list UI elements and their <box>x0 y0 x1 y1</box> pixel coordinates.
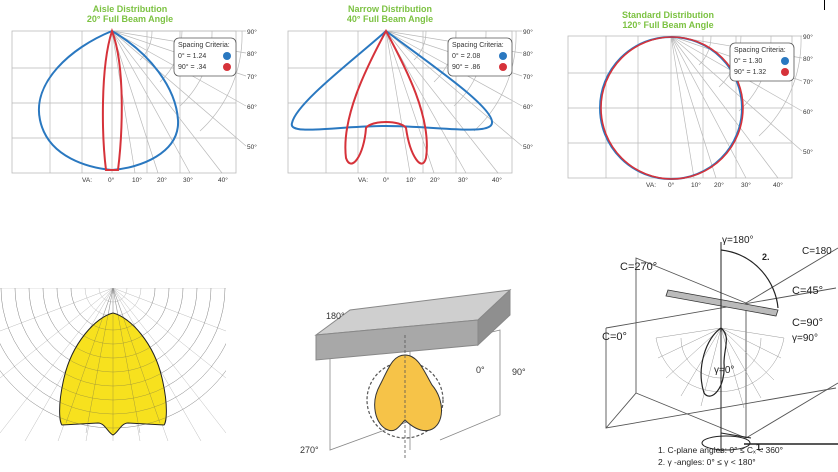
red-distribution-curve <box>101 28 123 171</box>
luminaire-bar <box>665 289 779 317</box>
right-label: 50° <box>803 148 813 156</box>
polar-candela-plot <box>0 283 226 441</box>
bottom-label: 40° <box>773 181 783 189</box>
bottom-label: VA: <box>82 177 92 184</box>
c-arrow <box>720 432 752 439</box>
bottom-label: 0° <box>383 176 390 184</box>
label-gamma-180: γ=180° <box>722 235 754 246</box>
bottom-label: 0° <box>108 176 115 184</box>
panel-3-heading: Standard Distribution 120° Full Beam Ang… <box>578 10 758 30</box>
luminaire-diagram: 180° 0° 90° 270° <box>300 288 526 460</box>
red-distribution-curve <box>344 28 428 165</box>
legend-item-90: 90° = .34 <box>178 63 206 71</box>
label-0: 0° <box>476 365 485 375</box>
right-label: 90° <box>247 28 257 36</box>
right-label: 80° <box>247 50 257 58</box>
aisle-distribution-chart: Spacing Criteria: 0° = 1.24 90° = .34 90… <box>11 28 257 184</box>
panel-2-subtitle: 40° Full Beam Angle <box>346 14 434 24</box>
label-c90: C=90° <box>792 317 823 329</box>
c-plane-diagram: γ=180° C=180 C=270° C=45° C=0° C=90° γ=9… <box>602 235 838 467</box>
label-c270: C=270° <box>620 261 657 273</box>
blue-distribution-curve <box>290 29 493 131</box>
legend-box: Spacing Criteria: 0° = 1.24 90° = .34 <box>173 37 237 77</box>
right-label: 90° <box>803 33 813 41</box>
narrow-distribution-chart: Spacing Criteria: 0° = 2.08 90° = .86 90… <box>287 28 533 184</box>
right-label: 50° <box>523 143 533 151</box>
grid-fan <box>655 327 785 413</box>
right-label: 80° <box>803 55 813 63</box>
legend-swatch-blue <box>223 52 231 60</box>
legend-item-90: 90° = .86 <box>452 63 480 71</box>
label-c180: C=180 <box>802 246 832 257</box>
label-c0: C=0° <box>602 331 627 343</box>
c-plane-ring <box>701 435 751 451</box>
legend-item-0: 0° = 1.24 <box>178 52 206 60</box>
legend-title: Spacing Criteria: <box>178 42 230 49</box>
legend-box: Spacing Criteria: 0° = 2.08 90° = .86 <box>447 37 513 77</box>
right-label: 60° <box>803 108 813 116</box>
corner-tick <box>824 0 825 10</box>
bottom-label: 30° <box>183 176 193 184</box>
bottom-label: VA: <box>646 182 656 189</box>
bottom-label: VA: <box>358 177 368 184</box>
legend-item-90: 90° = 1.32 <box>734 68 766 76</box>
right-label: 50° <box>247 143 257 151</box>
bottom-label: 30° <box>458 176 468 184</box>
legend-swatch-blue <box>781 57 789 65</box>
red-distribution-curve <box>600 36 744 180</box>
right-label: 70° <box>247 73 257 81</box>
right-label: 60° <box>523 103 533 111</box>
legend-title: Spacing Criteria: <box>452 42 504 49</box>
legend-item-0: 0° = 1.30 <box>734 57 762 65</box>
panel-2-heading: Narrow Distribution 40° Full Beam Angle <box>300 4 480 24</box>
panel-3-subtitle: 120° Full Beam Angle <box>622 20 714 30</box>
legend-title: Spacing Criteria: <box>734 47 786 54</box>
label-90: 90° <box>512 367 526 377</box>
bottom-label: 40° <box>218 176 228 184</box>
label-180: 180° <box>326 311 345 321</box>
legend-swatch-blue <box>499 52 507 60</box>
bottom-label: 20° <box>157 176 167 184</box>
candela-grid-overlay <box>0 283 226 434</box>
panel-1-subtitle: 20° Full Beam Angle <box>86 14 174 24</box>
label-270: 270° <box>300 445 319 455</box>
right-label: 70° <box>523 73 533 81</box>
top-mask <box>0 283 226 288</box>
box-side <box>477 288 511 347</box>
label-1: 1. <box>756 442 764 452</box>
bottom-label: 30° <box>741 181 751 189</box>
distribution-curve <box>700 327 727 397</box>
bottom-label: 10° <box>406 176 416 184</box>
panel-1-title: Aisle Distribution <box>92 4 168 14</box>
legend-swatch-red <box>499 63 507 71</box>
legend-swatch-red <box>223 63 231 71</box>
note-2: 2. γ -angles: 0° ≤ γ < 180° <box>658 457 756 467</box>
luminous-shape <box>374 354 442 432</box>
label-gamma-90: γ=90° <box>792 333 818 344</box>
bottom-label: 40° <box>492 176 502 184</box>
right-label: 80° <box>523 50 533 58</box>
gamma-arc <box>720 249 779 309</box>
panel-3-title: Standard Distribution <box>622 10 714 20</box>
right-label: 90° <box>523 28 533 36</box>
label-c45: C=45° <box>792 285 823 297</box>
dashed-circle <box>366 361 444 439</box>
bottom-label: 10° <box>691 181 701 189</box>
right-label: 60° <box>247 103 257 111</box>
label-2: 2. <box>762 252 770 262</box>
legend-swatch-red <box>781 68 789 76</box>
panel-1-heading: Aisle Distribution 20° Full Beam Angle <box>40 4 220 24</box>
bottom-label: 20° <box>714 181 724 189</box>
standard-distribution-chart: Spacing Criteria: 0° = 1.30 90° = 1.32 9… <box>567 33 813 189</box>
note-1: 1. C-plane angles: 0° ≤ Cₓ < 360° <box>658 445 783 455</box>
right-label: 70° <box>803 78 813 86</box>
bottom-label: 20° <box>430 176 440 184</box>
legend-item-0: 0° = 2.08 <box>452 52 480 60</box>
bottom-label: 10° <box>132 176 142 184</box>
bottom-label: 0° <box>668 181 675 189</box>
panel-2-title: Narrow Distribution <box>347 4 432 14</box>
label-gamma-0: γ=0° <box>714 365 734 376</box>
legend-box: Spacing Criteria: 0° = 1.30 90° = 1.32 <box>729 42 795 82</box>
